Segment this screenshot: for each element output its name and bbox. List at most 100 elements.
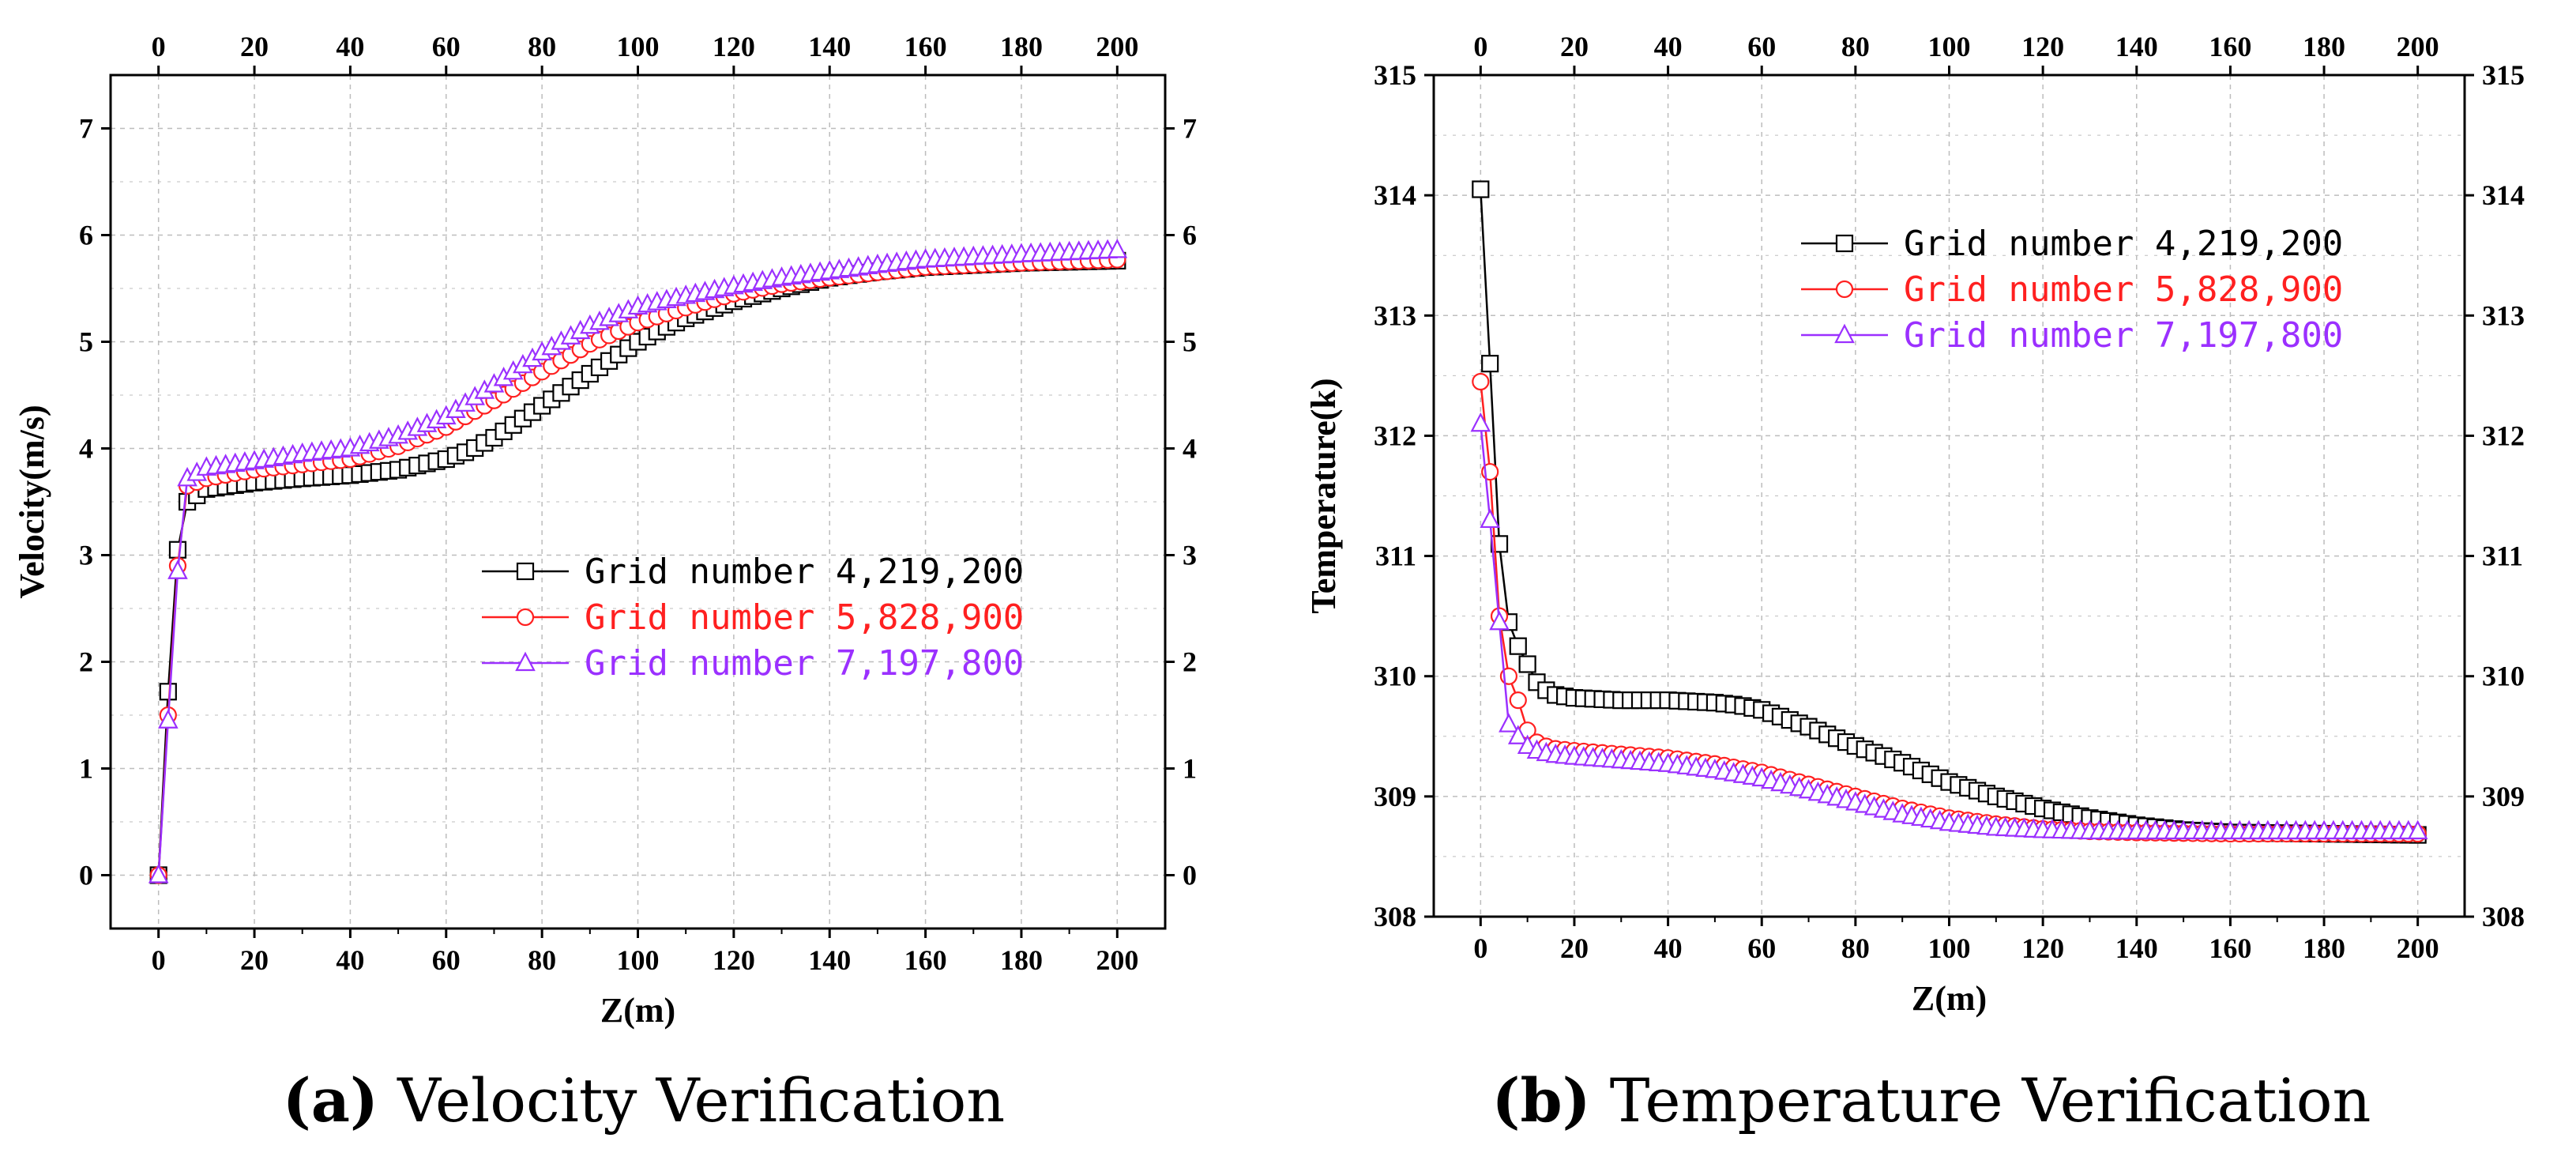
y-tick-label-left: 310	[1374, 661, 1416, 692]
x-tick-label-top: 60	[1747, 31, 1776, 62]
x-tick-label-bottom: 120	[2021, 932, 2064, 964]
legend-label: Grid number 5,828,900	[585, 597, 1024, 638]
y-tick-label-left: 4	[79, 433, 93, 465]
triangle-marker	[158, 709, 179, 729]
x-tick-label-bottom: 80	[528, 944, 556, 976]
y-tick-label-right: 4	[1183, 433, 1197, 465]
caption-text: Temperature Verification	[1590, 1065, 2371, 1136]
legend-label: Grid number 4,219,200	[585, 552, 1024, 592]
x-tick-label-bottom: 0	[1473, 932, 1487, 964]
y-tick-label-right: 3	[1183, 540, 1197, 571]
x-tick-label-top: 80	[1841, 31, 1870, 62]
x-tick-label-top: 120	[713, 31, 755, 62]
triangle-marker	[1489, 610, 1510, 631]
y-tick-label-left: 2	[79, 646, 93, 678]
x-tick-label-top: 140	[808, 31, 851, 62]
triangle-marker	[2407, 819, 2428, 840]
x-tick-label-bottom: 160	[2209, 932, 2251, 964]
circle-marker	[1472, 372, 1490, 391]
x-tick-label-bottom: 40	[1654, 932, 1683, 964]
square-marker	[1481, 355, 1499, 373]
x-tick-label-top: 80	[528, 31, 556, 62]
x-tick-label-bottom: 60	[1747, 932, 1776, 964]
x-tick-label-top: 180	[1000, 31, 1043, 62]
x-tick-label-top: 0	[1473, 31, 1487, 62]
x-tick-label-bottom: 100	[1928, 932, 1971, 964]
y-tick-label-left: 6	[79, 220, 93, 251]
legend: Grid number 4,219,200 Grid number 5,828,9…	[1801, 224, 2343, 356]
y-tick-label-right: 308	[2482, 901, 2525, 932]
triangle-marker	[515, 651, 536, 672]
temperature-chart-panel: 0 0 20 20 40 40 60 60 80 80 100 100 120 120 140 140 160 1…	[1288, 0, 2575, 1164]
circle-marker	[1835, 280, 1854, 299]
y-tick-label-left: 313	[1374, 299, 1416, 331]
circle-marker	[516, 608, 535, 627]
y-tick-label-right: 2	[1183, 646, 1197, 678]
x-tick-label-top: 180	[2303, 31, 2345, 62]
x-tick-label-top: 160	[904, 31, 947, 62]
series-triangle	[1470, 412, 2428, 840]
square-marker	[1835, 234, 1854, 253]
grid-lines	[111, 75, 1165, 929]
x-tick-label-bottom: 20	[240, 944, 269, 976]
x-tick-label-top: 40	[1654, 31, 1683, 62]
y-tick-label-right: 1	[1183, 753, 1197, 785]
x-tick-label-top: 120	[2021, 31, 2064, 62]
x-tick-label-bottom: 140	[2115, 932, 2158, 964]
x-tick-label-top: 100	[617, 31, 660, 62]
legend-label: Grid number 7,197,800	[585, 643, 1024, 684]
square-marker	[1518, 655, 1536, 673]
square-marker	[1472, 180, 1490, 198]
x-tick-label-bottom: 20	[1560, 932, 1589, 964]
x-tick-label-top: 140	[2115, 31, 2158, 62]
y-tick-label-right: 314	[2482, 179, 2525, 211]
x-tick-label-bottom: 100	[617, 944, 660, 976]
y-tick-label-right: 309	[2482, 781, 2525, 812]
y-tick-label-right: 311	[2482, 541, 2523, 572]
x-tick-label-bottom: 180	[1000, 944, 1043, 976]
temperature-chart: 0 0 20 20 40 40 60 60 80 80 100 100 120 120 140 140 160 1…	[1304, 31, 2525, 1018]
triangle-marker	[1499, 713, 1519, 733]
x-tick-label-top: 60	[432, 31, 461, 62]
x-tick-label-top: 20	[1560, 31, 1589, 62]
velocity-chart-panel: 0 0 20 20 40 40 60 60 80 80 100 100 120 120 140 140 160 1…	[13, 31, 1197, 1131]
square-marker	[1509, 637, 1527, 655]
y-tick-label-left: 5	[79, 326, 93, 358]
square-marker	[516, 562, 535, 581]
y-tick-label-left: 308	[1374, 901, 1416, 932]
x-tick-label-top: 200	[1096, 31, 1138, 62]
x-tick-label-bottom: 0	[152, 944, 166, 976]
x-axis-title: Z(m)	[600, 991, 675, 1030]
triangle-marker	[1507, 725, 1529, 744]
triangle-marker	[1480, 508, 1500, 529]
circle-marker	[1509, 691, 1527, 710]
y-tick-label-left: 3	[79, 540, 93, 571]
triangle-marker	[1517, 734, 1538, 755]
x-tick-label-top: 200	[2397, 31, 2439, 62]
legend-label: Grid number 7,197,800	[1904, 315, 2343, 356]
y-tick-label-left: 314	[1374, 179, 1416, 211]
x-tick-label-bottom: 200	[1096, 944, 1138, 976]
series-triangle	[148, 239, 1128, 883]
x-tick-label-top: 20	[240, 31, 269, 62]
temperature-chart-caption: (b) Temperature Verification	[1288, 1071, 2575, 1131]
y-tick-label-right: 313	[2482, 299, 2525, 331]
x-axis-title: Z(m)	[1912, 979, 1987, 1018]
axis-ticks: 0 0 20 20 40 40 60 60 80 80 100 100 120 120 140 140 160 1…	[1374, 31, 2525, 964]
x-tick-label-top: 160	[2209, 31, 2251, 62]
x-tick-label-bottom: 200	[2397, 932, 2439, 964]
triangle-marker	[1107, 239, 1128, 258]
square-marker	[159, 683, 177, 701]
x-tick-label-bottom: 80	[1841, 932, 1870, 964]
y-tick-label-left: 0	[79, 860, 93, 891]
y-tick-label-left: 315	[1374, 59, 1416, 91]
series-group	[1470, 180, 2428, 844]
x-tick-label-top: 40	[336, 31, 364, 62]
y-tick-label-right: 6	[1183, 220, 1197, 251]
y-tick-label-right: 310	[2482, 661, 2525, 692]
x-tick-label-bottom: 140	[808, 944, 851, 976]
triangle-marker	[148, 864, 169, 883]
y-tick-label-right: 315	[2482, 59, 2525, 91]
x-tick-label-bottom: 120	[713, 944, 755, 976]
velocity-chart: 0020204040606080801001001201201401401601…	[13, 31, 1197, 1030]
